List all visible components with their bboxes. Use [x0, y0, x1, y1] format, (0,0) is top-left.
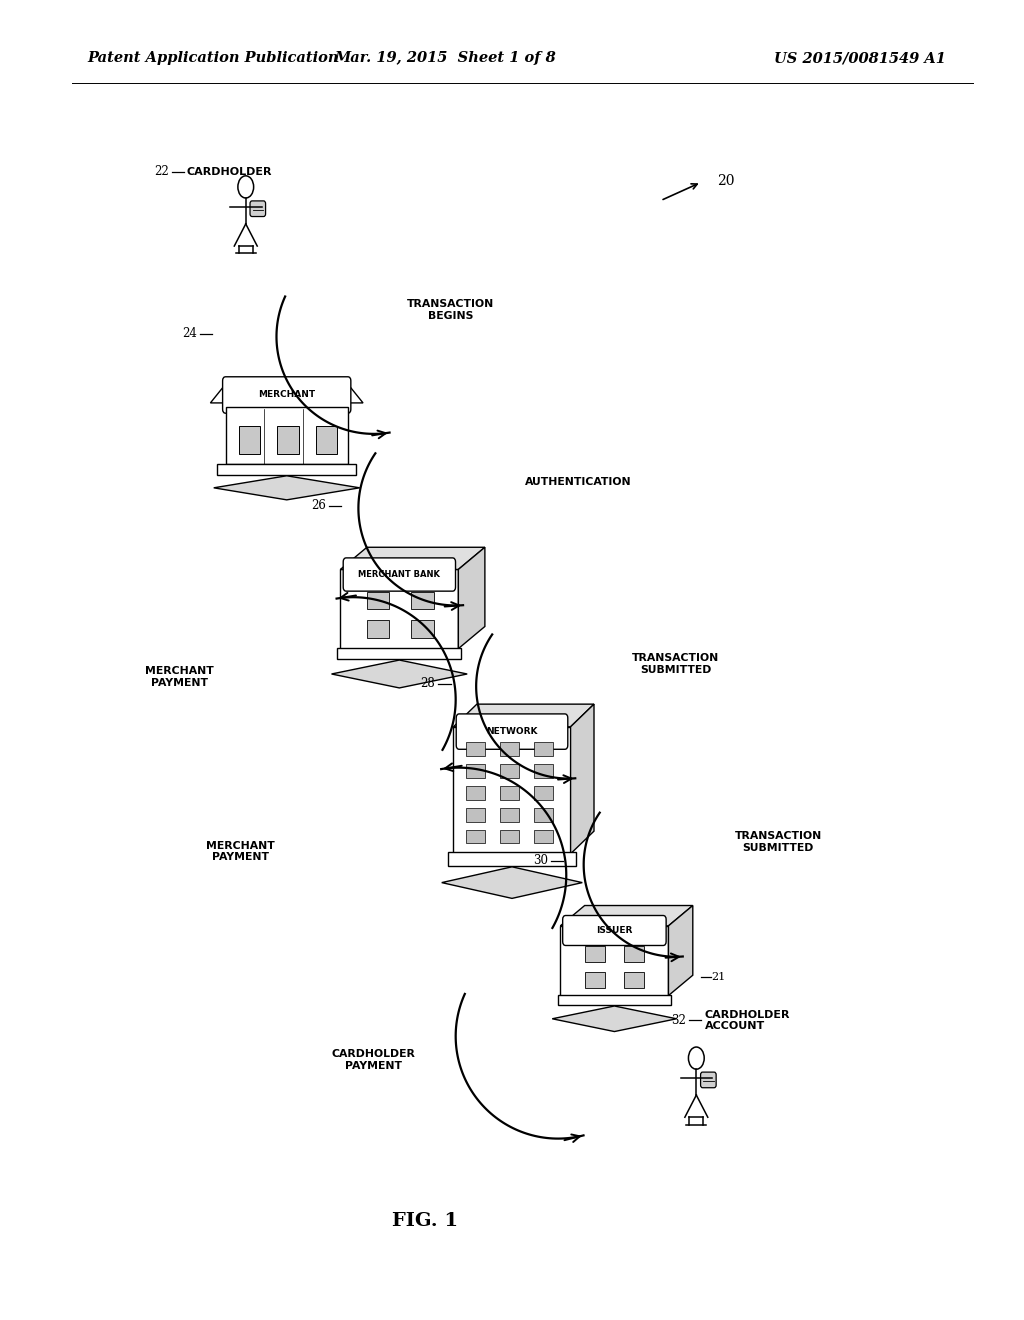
- Bar: [412, 620, 433, 638]
- Polygon shape: [210, 387, 364, 403]
- FancyBboxPatch shape: [343, 558, 456, 591]
- Text: FIG. 1: FIG. 1: [392, 1212, 458, 1230]
- FancyBboxPatch shape: [222, 376, 351, 413]
- Text: 30: 30: [532, 854, 548, 867]
- Text: MERCHANT: MERCHANT: [258, 391, 315, 399]
- Polygon shape: [214, 475, 359, 500]
- Bar: [338, 648, 461, 660]
- Bar: [585, 945, 605, 962]
- FancyBboxPatch shape: [250, 201, 265, 216]
- Bar: [501, 785, 519, 800]
- Polygon shape: [454, 704, 594, 727]
- Text: 24: 24: [181, 327, 197, 341]
- Text: CARDHOLDER
PAYMENT: CARDHOLDER PAYMENT: [332, 1049, 416, 1071]
- Bar: [412, 591, 433, 610]
- Text: TRANSACTION
SUBMITTED: TRANSACTION SUBMITTED: [632, 653, 720, 675]
- FancyBboxPatch shape: [700, 1072, 716, 1088]
- Polygon shape: [340, 548, 485, 569]
- Text: Mar. 19, 2015  Sheet 1 of 8: Mar. 19, 2015 Sheet 1 of 8: [335, 51, 556, 65]
- Bar: [501, 764, 519, 777]
- Polygon shape: [570, 704, 594, 854]
- Bar: [535, 785, 553, 800]
- Text: 21: 21: [712, 972, 726, 982]
- Bar: [535, 808, 553, 821]
- Bar: [454, 727, 570, 854]
- Text: 26: 26: [310, 499, 326, 512]
- Text: CARDHOLDER
ACCOUNT: CARDHOLDER ACCOUNT: [705, 1010, 790, 1031]
- Bar: [278, 426, 299, 454]
- Text: ISSUER: ISSUER: [596, 927, 633, 935]
- Polygon shape: [332, 660, 467, 688]
- Bar: [535, 764, 553, 777]
- Text: MERCHANT BANK: MERCHANT BANK: [358, 570, 440, 579]
- Bar: [466, 742, 485, 755]
- Bar: [535, 830, 553, 843]
- Bar: [466, 785, 485, 800]
- Polygon shape: [560, 906, 693, 925]
- Bar: [501, 808, 519, 821]
- Text: 28: 28: [421, 677, 435, 690]
- Bar: [466, 764, 485, 777]
- Bar: [367, 620, 389, 638]
- Bar: [466, 830, 485, 843]
- Text: 20: 20: [717, 174, 734, 187]
- Polygon shape: [552, 1006, 677, 1031]
- Polygon shape: [441, 867, 583, 899]
- Text: MERCHANT
PAYMENT: MERCHANT PAYMENT: [206, 841, 275, 862]
- Bar: [624, 972, 644, 987]
- Text: US 2015/0081549 A1: US 2015/0081549 A1: [774, 51, 946, 65]
- Text: CARDHOLDER: CARDHOLDER: [186, 166, 271, 177]
- Bar: [316, 426, 337, 454]
- Text: AUTHENTICATION: AUTHENTICATION: [525, 477, 632, 487]
- Bar: [560, 925, 669, 995]
- Bar: [501, 830, 519, 843]
- Bar: [624, 945, 644, 962]
- Polygon shape: [459, 548, 485, 648]
- Bar: [466, 808, 485, 821]
- Bar: [585, 972, 605, 987]
- Text: MERCHANT
PAYMENT: MERCHANT PAYMENT: [144, 667, 214, 688]
- Bar: [225, 408, 348, 465]
- Polygon shape: [669, 906, 693, 995]
- Bar: [447, 853, 577, 866]
- FancyBboxPatch shape: [457, 714, 567, 750]
- Text: NETWORK: NETWORK: [486, 727, 538, 737]
- Bar: [535, 742, 553, 755]
- Text: Patent Application Publication: Patent Application Publication: [87, 51, 339, 65]
- Text: TRANSACTION
BEGINS: TRANSACTION BEGINS: [407, 300, 495, 321]
- Bar: [501, 742, 519, 755]
- Bar: [367, 591, 389, 610]
- Bar: [558, 995, 671, 1006]
- Bar: [239, 426, 260, 454]
- Bar: [217, 463, 356, 475]
- Text: TRANSACTION
SUBMITTED: TRANSACTION SUBMITTED: [734, 832, 822, 853]
- Bar: [340, 569, 459, 648]
- FancyBboxPatch shape: [562, 916, 667, 945]
- Text: 22: 22: [155, 165, 169, 178]
- Text: 32: 32: [671, 1014, 686, 1027]
